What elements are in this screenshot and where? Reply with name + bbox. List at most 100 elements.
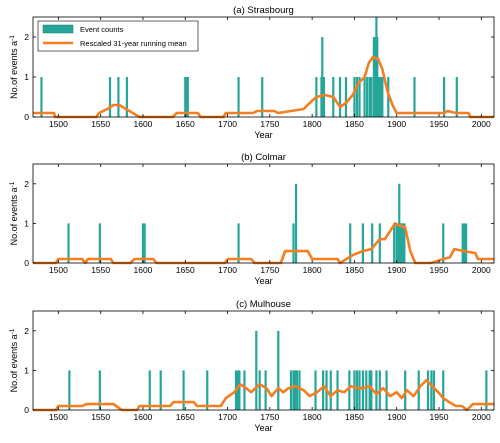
event-count-bar [442, 77, 446, 117]
event-count-bar [353, 77, 356, 117]
event-count-bar [264, 370, 267, 410]
x-tick-label: 1500 [49, 119, 68, 129]
x-tick-label: 1800 [303, 119, 322, 129]
event-count-bar [255, 330, 258, 410]
event-count-bar [292, 370, 295, 410]
event-count-bar [361, 370, 364, 410]
y-axis-label-text: No.of events a [9, 41, 19, 99]
event-count-bar [236, 370, 239, 410]
event-count-bar [395, 223, 398, 263]
legend: Event counts Rescaled 31-year running mea… [37, 20, 199, 52]
event-count-bar [322, 370, 325, 410]
legend-label-running-mean: Rescaled 31-year running mean [80, 39, 187, 48]
y-axis-label-text: No.of events a [9, 334, 19, 392]
y-axis-label: No.of events a-1 [9, 181, 20, 245]
event-count-bar [363, 77, 366, 117]
y-tick-label: 2 [24, 179, 29, 189]
x-tick-label: 1900 [387, 412, 406, 422]
x-tick-label: 2000 [472, 412, 491, 422]
event-count-bar [243, 370, 246, 410]
event-count-bar [353, 370, 356, 410]
event-count-bar [344, 77, 348, 117]
axes-frame [32, 163, 495, 264]
event-count-bar [141, 223, 145, 263]
event-count-bar [186, 77, 189, 117]
event-count-bar [404, 370, 407, 410]
event-count-bar [348, 370, 351, 410]
event-count-bar [368, 77, 371, 117]
event-count-bar [358, 370, 361, 410]
x-tick-label: 1900 [387, 119, 406, 129]
y-tick-label: 1 [24, 72, 29, 82]
x-tick-label: 1600 [134, 265, 153, 275]
x-tick-label: 1800 [303, 412, 322, 422]
x-tick-label: 1700 [218, 265, 237, 275]
x-axis-label: Year [254, 423, 272, 433]
x-tick-label: 1750 [260, 265, 279, 275]
event-count-bar [442, 223, 445, 263]
y-tick-label: 1 [24, 218, 29, 228]
y-tick-label: 2 [24, 326, 29, 336]
x-tick-label: 1500 [49, 412, 68, 422]
chart-panel-3: (c) Mulhouse 1500 1550 1600 1650 1700 1750 1800… [9, 299, 495, 433]
event-count-bar [258, 370, 261, 410]
event-count-bar [430, 370, 433, 410]
y-tick-label: 2 [24, 32, 29, 42]
chart-title: (c) Mulhouse [236, 299, 291, 310]
y-axis-label-superscript: -1 [9, 35, 16, 41]
running-mean-line [33, 378, 494, 412]
event-count-bar [355, 77, 359, 117]
y-axis-label: No.of events a-1 [9, 328, 20, 392]
event-count-bar [464, 223, 468, 263]
chart-panel-2: (b) Colmar 1500 1550 1600 1650 1700 1750 1800 18… [9, 152, 495, 286]
x-tick-label: 1600 [134, 412, 153, 422]
y-tick-label: 0 [24, 258, 29, 268]
x-tick-label: 1650 [176, 265, 195, 275]
x-tick-label: 1750 [260, 412, 279, 422]
y-tick-label: 0 [24, 112, 29, 122]
x-tick-label: 1850 [345, 265, 364, 275]
x-tick-label: 1500 [49, 265, 68, 275]
event-count-bar [67, 223, 70, 263]
x-tick-label: 1700 [218, 119, 237, 129]
event-count-bar [366, 77, 369, 117]
event-count-bar [378, 77, 381, 117]
event-count-bar [365, 370, 368, 410]
event-count-bar [426, 370, 430, 410]
event-count-bar [117, 77, 120, 117]
axes-frame [32, 16, 495, 118]
event-count-bar [338, 77, 342, 117]
event-count-bar [98, 223, 101, 263]
running-mean-line [33, 222, 494, 265]
x-tick-label: 1950 [430, 265, 449, 275]
x-axis-label: Year [254, 130, 272, 140]
y-axis-label: No.of events a-1 [9, 35, 20, 99]
running-mean-line [33, 55, 494, 119]
event-count-bar [361, 223, 364, 263]
x-tick-label: 2000 [472, 265, 491, 275]
chart-title: (b) Colmar [241, 152, 286, 163]
x-tick-label: 1550 [91, 119, 110, 129]
x-tick-label: 1750 [260, 119, 279, 129]
event-count-bar [485, 370, 488, 410]
event-count-bar [349, 223, 352, 263]
y-axis-label-text: No.of events a [9, 187, 19, 245]
event-count-bar [329, 370, 332, 410]
x-tick-label: 1650 [176, 119, 195, 129]
event-count-bar [68, 370, 71, 410]
event-count-bar [442, 370, 445, 410]
x-tick-label: 1550 [91, 412, 110, 422]
event-count-bar [237, 77, 240, 117]
event-count-bar [182, 370, 185, 410]
event-count-bar [237, 223, 240, 263]
event-count-bar [413, 77, 416, 117]
event-count-bar [143, 223, 146, 263]
event-count-bar [238, 370, 241, 410]
event-count-bar [148, 370, 151, 410]
x-tick-label: 1650 [176, 412, 195, 422]
x-tick-label: 1850 [345, 119, 364, 129]
event-count-bar [294, 370, 297, 410]
event-count-bar [463, 223, 466, 263]
y-tick-label: 0 [24, 405, 29, 415]
